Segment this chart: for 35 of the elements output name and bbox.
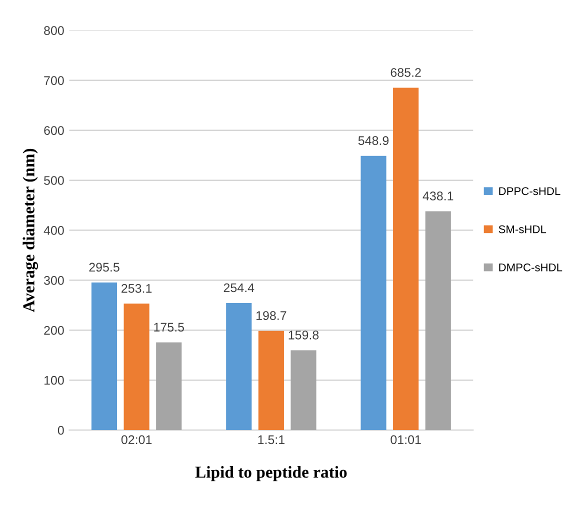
- data-label: 254.4: [224, 283, 254, 292]
- y-tick-label: 100: [44, 376, 64, 385]
- legend-label: DMPC-sHDL: [499, 263, 562, 272]
- x-tick-label: 02:01: [121, 435, 152, 444]
- y-tick-label: 0: [58, 426, 64, 435]
- data-label: 175.5: [154, 322, 184, 332]
- bar: [425, 211, 451, 430]
- bar: [124, 304, 150, 430]
- y-tick-label: 500: [44, 176, 64, 185]
- data-label: 438.1: [422, 192, 454, 200]
- x-axis-title: Lipid to peptide ratio: [195, 466, 347, 482]
- data-label: 159.8: [288, 330, 319, 340]
- bar: [91, 282, 118, 430]
- bar: [258, 330, 284, 430]
- y-tick-label: 700: [44, 76, 64, 85]
- legend-label: SM-sHDL: [498, 225, 546, 234]
- bar: [156, 342, 182, 430]
- data-label: 198.7: [256, 311, 286, 320]
- bar: [360, 156, 386, 430]
- y-tick-label: 400: [44, 226, 64, 235]
- y-tick-label: 200: [44, 326, 64, 335]
- x-tick-label: 01:01: [390, 435, 421, 444]
- y-tick-label: 300: [44, 276, 64, 285]
- bar: [226, 302, 252, 430]
- y-axis-title: Average diameter (nm): [22, 148, 38, 312]
- bar: [393, 88, 419, 430]
- data-label: 295.5: [89, 262, 120, 272]
- y-tick-label: 600: [44, 126, 64, 135]
- y-tick-label: 800: [44, 26, 64, 36]
- data-label: 548.9: [358, 136, 389, 146]
- x-tick-label: 1.5:1: [258, 435, 284, 444]
- data-label: 253.1: [122, 284, 152, 293]
- legend-label: DPPC-sHDL: [499, 187, 560, 196]
- bar: [290, 350, 316, 430]
- data-label: 685.2: [390, 68, 421, 77]
